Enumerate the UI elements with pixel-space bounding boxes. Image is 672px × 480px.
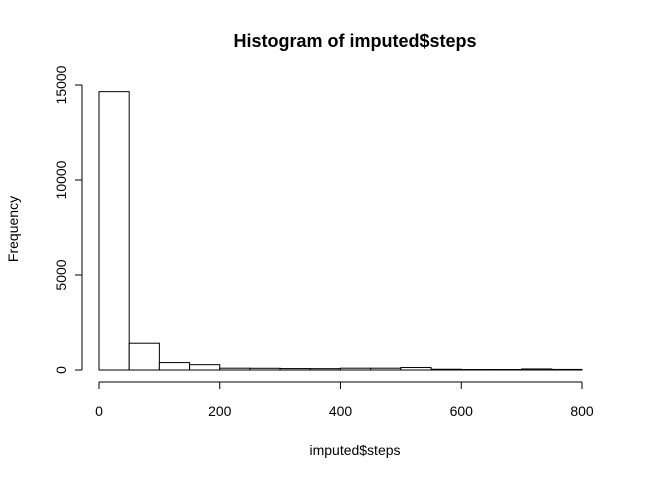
- histogram-bar: [158, 362, 191, 371]
- x-tick-label: 200: [208, 403, 232, 419]
- chart-title: Histogram of imputed$steps: [233, 31, 476, 51]
- y-tick-label: 10000: [53, 160, 69, 199]
- histogram-bar: [98, 91, 130, 371]
- y-axis-label: Frequency: [5, 196, 21, 262]
- histogram-bar: [340, 367, 372, 371]
- histogram-bar: [249, 367, 281, 371]
- histogram-bars: [98, 91, 583, 371]
- histogram-bar: [279, 368, 311, 371]
- x-tick-label: 600: [450, 403, 474, 419]
- y-tick-label: 0: [53, 366, 69, 374]
- histogram-bar: [309, 368, 341, 371]
- histogram-bar: [370, 367, 402, 371]
- histogram-bar: [189, 364, 221, 371]
- x-tick-label: 800: [570, 403, 594, 419]
- x-tick-label: 0: [95, 403, 103, 419]
- y-axis: 0 5000 10000 15000: [53, 65, 83, 374]
- histogram-bar: [521, 368, 553, 371]
- histogram-bar: [400, 367, 432, 371]
- histogram-bar: [430, 368, 462, 371]
- x-axis: 0 200 400 600 800: [95, 381, 594, 419]
- x-tick-label: 400: [329, 403, 353, 419]
- histogram-bar: [219, 367, 251, 371]
- y-tick-label: 5000: [53, 259, 69, 290]
- x-axis-label: imputed$steps: [309, 442, 400, 458]
- histogram-bar: [128, 342, 160, 371]
- histogram-bar: [551, 368, 583, 371]
- y-tick-label: 15000: [53, 65, 69, 104]
